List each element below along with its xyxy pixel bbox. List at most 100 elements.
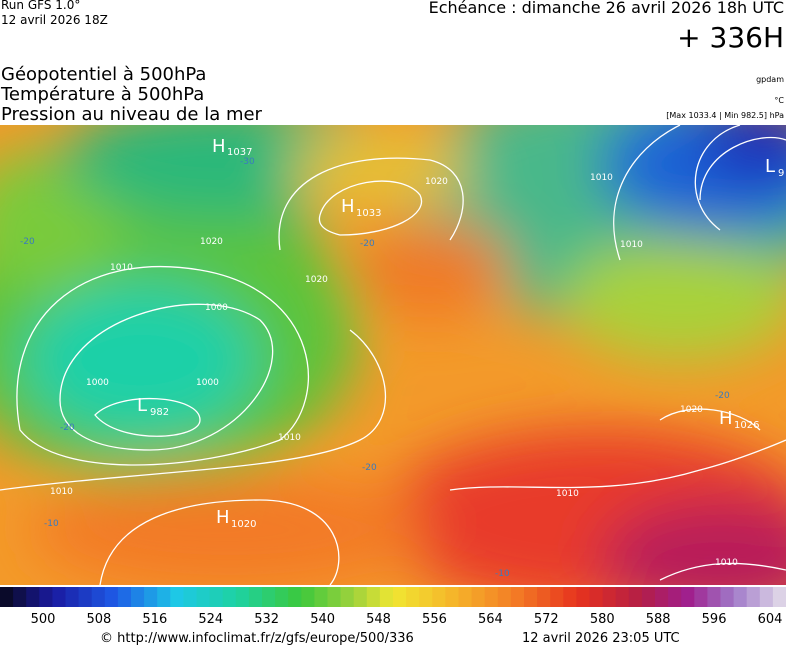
pressure-center: H: [216, 507, 230, 528]
colorbar-tick-label: 500: [31, 612, 56, 627]
map-labels: H 1037 H 1033 L 9 L 982 H 1020 H 1026 10…: [20, 136, 784, 579]
colorbar-swatch: [759, 587, 774, 607]
colorbar-swatch: [248, 587, 263, 607]
pressure-center: H: [212, 136, 226, 157]
colorbar-swatch: [563, 587, 577, 607]
colorbar-tick-label: 548: [366, 612, 391, 627]
pressure-value: 982: [150, 407, 169, 418]
colorbar-swatch: [615, 587, 630, 607]
layer: Pression au niveau de la mer: [1, 104, 263, 125]
unit: [Max 1033.4 | Min 982.5] hPa: [666, 111, 784, 120]
pressure-center: L: [137, 395, 147, 416]
colorbar-swatch: [641, 587, 656, 607]
isobar-label: 1000: [196, 378, 219, 388]
colorbar-swatch: [576, 587, 590, 607]
isobar-label: 1010: [278, 433, 301, 443]
colorbar-swatch: [471, 587, 486, 607]
colorbar-swatch: [628, 587, 643, 607]
colorbar-tick-label: 556: [422, 612, 447, 627]
colorbar-swatch: [26, 587, 40, 607]
pressure-center: H: [719, 408, 733, 429]
colorbar-swatch: [39, 587, 53, 607]
colorbar-swatch: [235, 587, 250, 607]
isobar-label: 1010: [50, 487, 73, 497]
colorbar-swatch: [262, 587, 276, 607]
colorbar-swatch: [91, 587, 106, 607]
colorbar-tick-label: 580: [590, 612, 615, 627]
colorbar-tick-label: 564: [478, 612, 503, 627]
colorbar-swatch: [314, 587, 328, 607]
isobar-label: 1010: [110, 263, 133, 273]
colorbar-swatch: [406, 587, 420, 607]
colorbar-swatch: [707, 587, 721, 607]
header: Run GFS 1.0° 12 avril 2026 18Z Echéance …: [0, 0, 784, 125]
pressure-value: 1020: [231, 519, 256, 530]
colorbar-swatch: [602, 587, 617, 607]
lead-time: + 336H: [677, 21, 784, 54]
footer-source: © http://www.infoclimat.fr/z/gfs/europe/…: [100, 631, 414, 646]
isobar-label: 1020: [680, 405, 703, 415]
colorbar-swatch: [144, 587, 158, 607]
colorbar-swatch: [288, 587, 302, 607]
colorbar-swatch: [746, 587, 761, 607]
temperature-label: -10: [495, 569, 510, 579]
colorbar-swatch: [78, 587, 93, 607]
colorbar-swatch: [537, 587, 551, 607]
colorbar-swatch: [13, 587, 27, 607]
colorbar-swatch: [183, 587, 197, 607]
temperature-label: -30: [240, 157, 255, 167]
colorbar-ticks: 500 508 516 524 532 540 548 556 564 572 580 588 596 6…: [31, 612, 783, 627]
colorbar-swatch: [393, 587, 407, 607]
colorbar-swatch: [170, 587, 184, 607]
colorbar-swatch: [419, 587, 433, 607]
layer: Géopotentiel à 500hPa: [1, 64, 206, 85]
isobar-label: 1010: [715, 558, 738, 568]
valid-time: Echéance : dimanche 26 avril 2026 18h UT…: [429, 0, 784, 17]
colorbar-swatch: [589, 587, 604, 607]
colorbar-swatch: [510, 587, 525, 607]
colorbar-tick-label: 588: [646, 612, 671, 627]
colorbar-swatch: [340, 587, 355, 607]
map: H 1037 H 1033 L 9 L 982 H 1020 H 1026 10…: [0, 125, 786, 585]
colorbar-swatch: [655, 587, 669, 607]
colorbar-swatch: [458, 587, 473, 607]
footer-date: 12 avril 2026 23:05 UTC: [522, 631, 680, 646]
temperature-label: -10: [44, 519, 59, 529]
colorbar-swatch: [275, 587, 289, 607]
colorbar-swatch: [52, 587, 66, 607]
colorbar-tick-label: 532: [254, 612, 279, 627]
colorbar-swatch: [681, 587, 695, 607]
colorbar-swatch: [668, 587, 682, 607]
pressure-value: 1037: [227, 147, 252, 158]
pressure-center: L: [765, 156, 775, 177]
colorbar-swatch: [497, 587, 512, 607]
temperature-label: -20: [715, 391, 730, 401]
temperature-label: -20: [362, 463, 377, 473]
pressure-value: 1033: [356, 208, 381, 219]
isobar-label: 1020: [305, 275, 328, 285]
run: Run GFS 1.0°: [1, 0, 80, 12]
colorbar-swatch: [445, 587, 459, 607]
colorbar-swatch: [157, 587, 171, 607]
colorbar-tick-label: 572: [534, 612, 559, 627]
colorbar-swatch: [0, 587, 14, 607]
colorbar-swatch: [379, 587, 394, 607]
colorbar-tick-label: 524: [198, 612, 223, 627]
pressure-center: H: [341, 196, 355, 217]
colorbar-swatch: [65, 587, 80, 607]
colorbar-swatch: [484, 587, 499, 607]
temperature-label: -20: [20, 237, 35, 247]
colorbar-swatch: [131, 587, 145, 607]
colorbar-swatch: [733, 587, 748, 607]
temperature-label: -20: [60, 423, 75, 433]
colorbar-swatch: [772, 587, 786, 607]
pressure-value: 9: [778, 168, 784, 179]
colorbar-swatch: [720, 587, 735, 607]
colorbar-swatch: [117, 587, 132, 607]
temperature-label: -20: [360, 239, 375, 249]
isobar-label: 1010: [556, 489, 579, 499]
isobar-label: 1010: [590, 173, 613, 183]
layer: Température à 500hPa: [0, 84, 204, 105]
colorbar-swatch: [366, 587, 381, 607]
